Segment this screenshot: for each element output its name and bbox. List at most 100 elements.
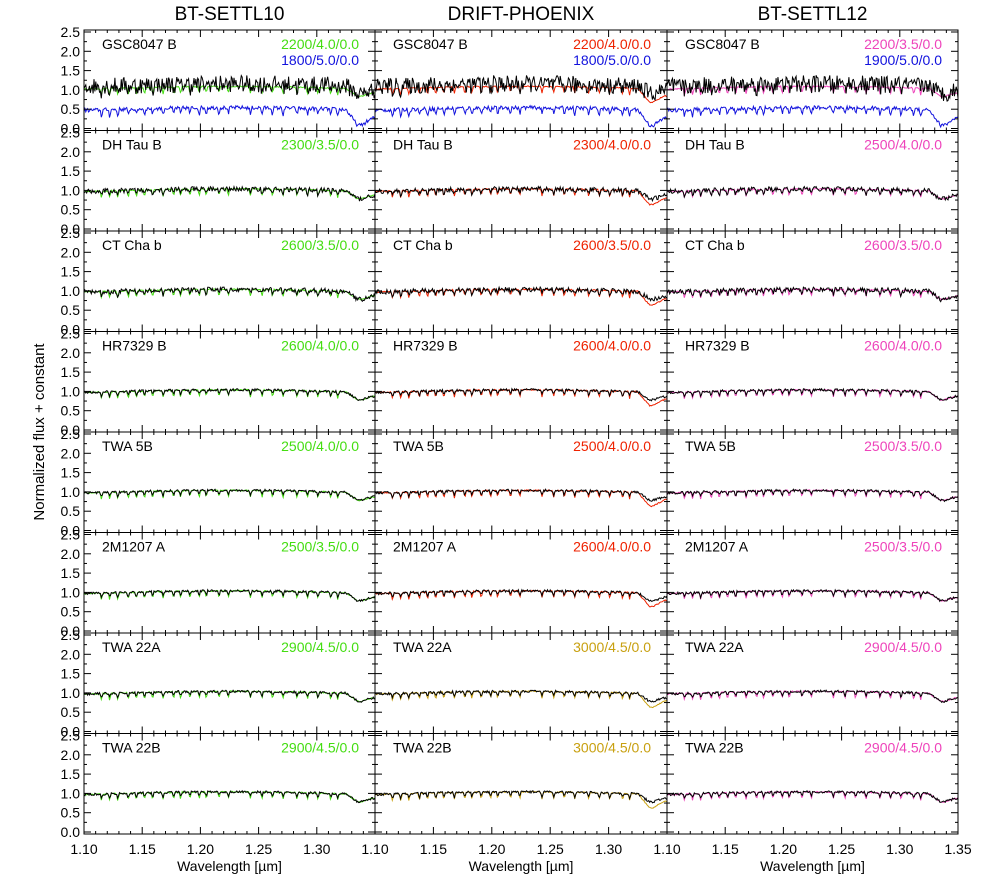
y-tick-label: 0.5: [61, 704, 81, 720]
observed-spectrum-6-3: [666, 588, 959, 603]
y-tick-label: 1.0: [61, 584, 81, 600]
x-tick-label: 1.20: [770, 841, 797, 857]
fit-label: 2600/3.5/0.0: [281, 237, 359, 253]
fit-label: 2600/3.5/0.0: [573, 237, 651, 253]
y-tick-label: 0.5: [61, 805, 81, 821]
fit-label: 2600/3.5/0.0: [864, 237, 942, 253]
fit-label: 2500/3.5/0.0: [864, 438, 942, 454]
object-label: TWA 22A: [685, 639, 744, 655]
y-tick-label: 0.0: [61, 724, 81, 740]
object-label: TWA 22B: [393, 740, 452, 756]
x-tick-label: 1.10: [70, 841, 97, 857]
y-tick-label: 0.5: [61, 503, 81, 519]
observed-spectrum-4-2: [374, 387, 668, 402]
x-tick-label: 1.20: [187, 841, 214, 857]
object-label: HR7329 B: [102, 338, 167, 354]
fit-label: 3000/4.5/0.0: [573, 639, 651, 655]
fit-label: 2600/4.0/0.0: [281, 338, 359, 354]
y-tick-label: 1.0: [61, 283, 81, 299]
x-tick-label: 1.35: [944, 841, 971, 857]
observed-spectrum-2-1: [83, 185, 376, 202]
observed-spectrum-5-1: [83, 488, 375, 502]
second-model-spectrum-3: [666, 104, 959, 129]
fit-label: 2900/4.5/0.0: [281, 639, 359, 655]
y-tick-label: 0.0: [61, 422, 81, 438]
observed-spectrum-2-2: [374, 184, 668, 203]
y-tick-label: 1.0: [61, 383, 81, 399]
y-tick-label: 1.5: [61, 565, 81, 581]
y-tick-label: 1.0: [61, 82, 81, 98]
observed-spectrum-6-1: [83, 588, 376, 603]
y-tick-label: 0.0: [61, 121, 81, 137]
fit-label-secondary: 1800/5.0/0.0: [281, 52, 359, 68]
object-label: DH Tau B: [102, 137, 162, 153]
object-label: 2M1207 A: [102, 539, 166, 555]
object-label: TWA 22B: [685, 740, 744, 756]
y-tick-label: 2.5: [61, 24, 81, 40]
y-tick-label: 2.0: [61, 646, 81, 662]
y-tick-label: 1.0: [61, 182, 81, 198]
observed-spectrum-1-2: [374, 75, 668, 102]
x-tick-label: 1.25: [537, 841, 564, 857]
object-label: TWA 5B: [685, 438, 736, 454]
y-tick-label: 2.5: [61, 326, 81, 342]
fit-label: 2200/4.0/0.0: [573, 36, 651, 52]
y-tick-label: 2.5: [61, 627, 81, 643]
object-label: TWA 5B: [393, 438, 444, 454]
object-label: TWA 22A: [393, 639, 452, 655]
y-tick-label: 0.0: [61, 623, 81, 639]
fit-label: 2900/4.5/0.0: [864, 740, 942, 756]
fit-label: 2500/4.0/0.0: [573, 438, 651, 454]
fit-label-secondary: 1800/5.0/0.0: [573, 52, 651, 68]
fit-label-secondary: 1900/5.0/0.0: [864, 52, 942, 68]
observed-spectrum-5-3: [666, 488, 959, 503]
object-label: 2M1207 A: [393, 539, 457, 555]
y-tick-label: 1.5: [61, 666, 81, 682]
y-tick-label: 1.5: [61, 163, 81, 179]
y-tick-label: 0.5: [61, 202, 81, 218]
fit-label: 2600/4.0/0.0: [864, 338, 942, 354]
fit-label: 2300/3.5/0.0: [281, 137, 359, 153]
second-model-spectrum-2: [374, 104, 668, 128]
y-tick-label: 0.0: [61, 523, 81, 539]
x-axis-label: Wavelength [µm]: [469, 858, 574, 874]
object-label: CT Cha b: [685, 237, 745, 253]
object-label: TWA 22B: [102, 740, 161, 756]
second-model-spectrum-1: [83, 104, 376, 128]
fit-label: 2900/4.5/0.0: [864, 639, 942, 655]
x-tick-label: 1.10: [361, 841, 388, 857]
object-label: TWA 5B: [102, 438, 153, 454]
observed-spectrum-8-3: [666, 789, 959, 803]
observed-spectrum-8-2: [374, 789, 668, 804]
y-tick-label: 0.5: [61, 403, 81, 419]
y-axis-label: Normalized flux + constant: [31, 343, 48, 521]
object-label: 2M1207 A: [685, 539, 749, 555]
y-tick-label: 2.0: [61, 244, 81, 260]
x-tick-label: 1.25: [828, 841, 855, 857]
model-spectrum-1-3: [667, 84, 959, 98]
y-tick-label: 2.0: [61, 445, 81, 461]
observed-spectrum-7-1: [83, 689, 376, 703]
column-title: BT-SETTL10: [175, 4, 285, 25]
fit-label: 2300/4.0/0.0: [573, 137, 651, 153]
y-tick-label: 0.0: [61, 322, 81, 338]
column-title: BT-SETTL12: [758, 4, 868, 25]
fit-label: 2200/4.0/0.0: [281, 36, 359, 52]
fit-label: 2600/4.0/0.0: [573, 539, 651, 555]
object-label: DH Tau B: [393, 137, 453, 153]
y-tick-label: 2.0: [61, 747, 81, 763]
y-tick-label: 2.0: [61, 546, 81, 562]
x-tick-label: 1.20: [478, 841, 505, 857]
object-label: GSC8047 B: [393, 36, 468, 52]
y-tick-label: 1.0: [61, 685, 81, 701]
x-tick-label: 1.10: [653, 841, 680, 857]
observed-spectrum-4-1: [83, 387, 376, 402]
y-tick-label: 0.5: [61, 604, 81, 620]
y-tick-label: 2.0: [61, 43, 81, 59]
object-label: CT Cha b: [393, 237, 453, 253]
fit-label: 2500/3.5/0.0: [864, 539, 942, 555]
column-title: DRIFT-PHOENIX: [448, 4, 595, 25]
fit-label: 2200/3.5/0.0: [864, 36, 942, 52]
y-tick-label: 2.5: [61, 527, 81, 543]
fit-label: 2500/4.0/0.0: [864, 137, 942, 153]
